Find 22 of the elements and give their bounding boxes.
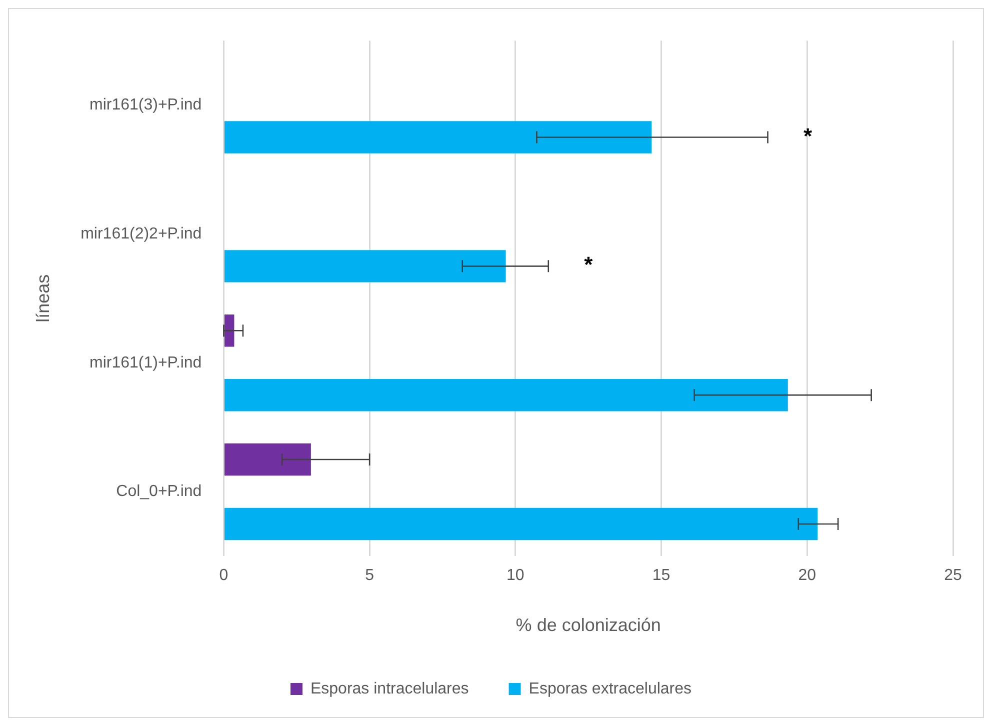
bar <box>224 121 652 154</box>
x-tick-label: 20 <box>798 567 816 584</box>
x-axis-title: % de colonización <box>516 615 661 636</box>
y-tick-label: mir161(2)2+P.ind <box>80 225 202 242</box>
x-tick-label: 5 <box>365 567 374 584</box>
bar <box>224 314 234 347</box>
annotation: * <box>803 123 812 148</box>
y-tick-label: mir161(1)+P.ind <box>89 354 202 372</box>
legend-label: Esporas extracelulares <box>528 680 692 698</box>
bar <box>224 378 788 412</box>
x-tick-label: 0 <box>219 567 228 584</box>
legend-label: Esporas intracelulares <box>310 680 469 698</box>
y-tick-label: mir161(3)+P.ind <box>89 96 202 114</box>
y-axis-title: líneas <box>32 274 53 322</box>
x-tick-label: 25 <box>944 567 962 584</box>
bar <box>224 250 506 282</box>
y-tick-label: Col_0+P.ind <box>116 483 202 500</box>
bar <box>224 508 818 540</box>
x-tick-label: 10 <box>506 567 524 584</box>
annotation: * <box>584 252 594 278</box>
x-tick-label: 15 <box>652 567 670 584</box>
bar <box>224 443 311 476</box>
